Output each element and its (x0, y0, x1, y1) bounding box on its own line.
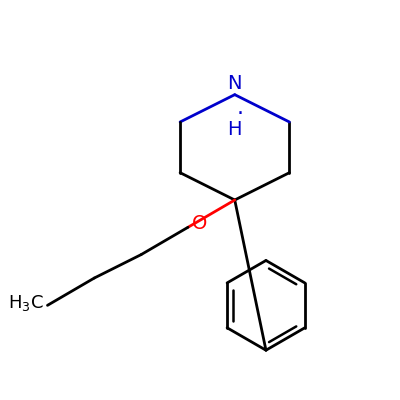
Text: N: N (228, 74, 242, 93)
Text: O: O (192, 214, 207, 233)
Text: ·: · (237, 104, 244, 124)
Text: H$_3$C: H$_3$C (8, 293, 44, 313)
Text: H: H (228, 120, 242, 139)
